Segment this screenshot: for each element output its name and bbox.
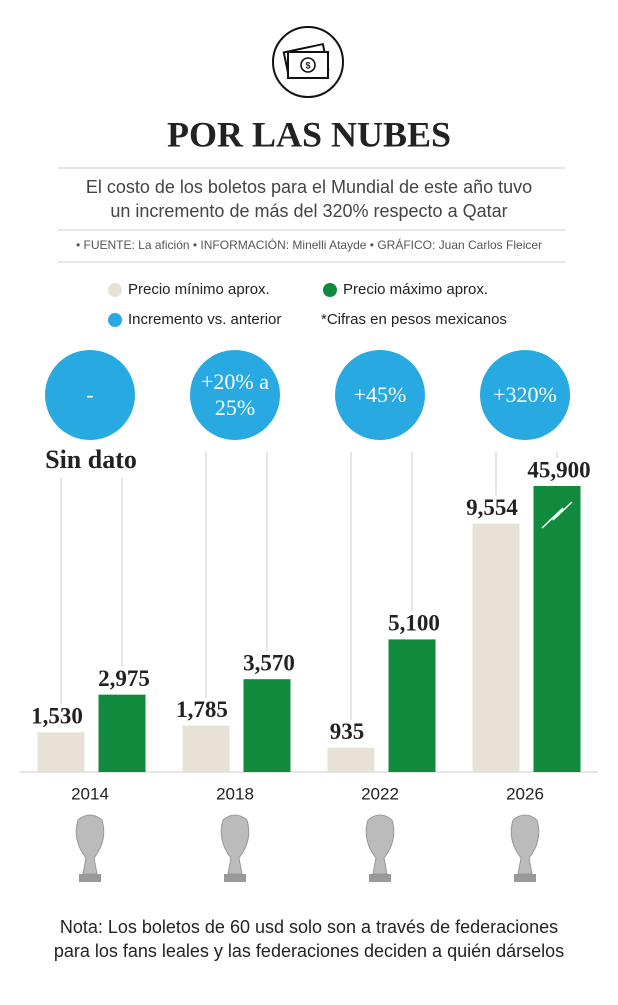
trophy-base bbox=[514, 874, 536, 882]
bar bbox=[243, 679, 291, 772]
increment-bubble bbox=[480, 350, 570, 440]
trophy-base bbox=[79, 874, 101, 882]
increment-label: 25% bbox=[215, 395, 255, 420]
legend-swatch bbox=[323, 283, 337, 297]
increment-label: +20% a bbox=[201, 369, 269, 394]
increment-label: +45% bbox=[354, 382, 407, 407]
trophy-icon bbox=[75, 814, 105, 875]
trophy-icon bbox=[220, 814, 250, 875]
axis-break bbox=[541, 501, 573, 529]
svg-text:$: $ bbox=[305, 60, 310, 70]
bar bbox=[37, 732, 85, 772]
value-label: 2,975 bbox=[98, 666, 150, 691]
x-tick-label: 2022 bbox=[361, 784, 399, 803]
subtitle: un incremento de más del 320% respecto a… bbox=[110, 201, 507, 221]
x-tick-label: 2026 bbox=[506, 784, 544, 803]
trophy-icon bbox=[365, 814, 395, 875]
increment-bubble bbox=[190, 350, 280, 440]
bar bbox=[98, 694, 146, 772]
value-label: 1,785 bbox=[176, 697, 228, 722]
annotation: Sin dato bbox=[45, 445, 137, 474]
legend-swatch bbox=[108, 313, 122, 327]
value-label: 45,900 bbox=[527, 457, 590, 482]
value-label: 1,530 bbox=[31, 704, 83, 729]
source: • FUENTE: La afición • INFORMACIÓN: Mine… bbox=[76, 237, 542, 252]
legend-label: Incremento vs. anterior bbox=[128, 311, 281, 328]
x-tick-label: 2014 bbox=[71, 784, 109, 803]
increment-bubble bbox=[335, 350, 425, 440]
chart-title: POR LAS NUBES bbox=[167, 114, 451, 154]
value-label: 9,554 bbox=[466, 495, 518, 520]
value-label: 3,570 bbox=[243, 650, 295, 675]
increment-bubble bbox=[45, 350, 135, 440]
value-label: 5,100 bbox=[388, 611, 440, 636]
bar bbox=[182, 725, 230, 772]
note: para los fans leales y las federaciones … bbox=[54, 941, 564, 961]
money-icon: $ bbox=[272, 26, 344, 98]
bar bbox=[327, 747, 375, 772]
trophy-base bbox=[224, 874, 246, 882]
subtitle: El costo de los boletos para el Mundial … bbox=[86, 177, 532, 197]
note: Nota: Los boletos de 60 usd solo son a t… bbox=[60, 917, 558, 937]
bar bbox=[533, 486, 581, 772]
trophy-icon bbox=[510, 814, 540, 875]
currency-note: *Cifras en pesos mexicanos bbox=[321, 311, 507, 328]
x-tick-label: 2018 bbox=[216, 784, 254, 803]
legend-swatch bbox=[108, 283, 122, 297]
legend-label: Precio máximo aprox. bbox=[343, 281, 488, 298]
increment-label: +320% bbox=[493, 382, 557, 407]
bar bbox=[388, 639, 436, 772]
value-label: 935 bbox=[330, 719, 365, 744]
bar bbox=[472, 523, 520, 772]
trophy-base bbox=[369, 874, 391, 882]
increment-label: - bbox=[86, 382, 93, 407]
legend-label: Precio mínimo aprox. bbox=[128, 281, 270, 298]
